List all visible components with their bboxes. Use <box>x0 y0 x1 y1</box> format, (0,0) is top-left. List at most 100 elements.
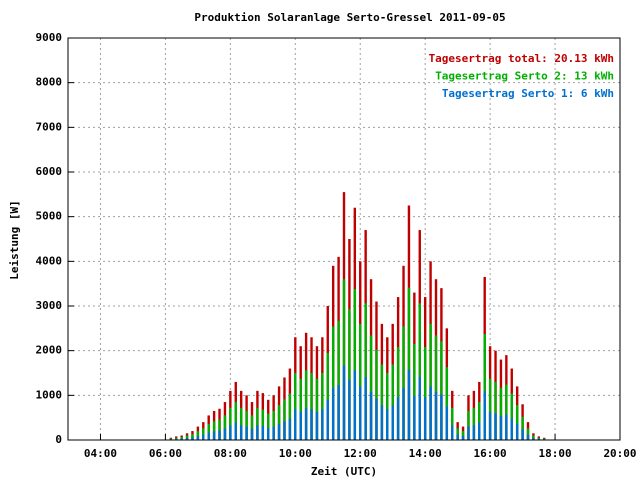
bar <box>423 397 427 440</box>
bar <box>510 418 513 440</box>
bar <box>261 425 265 440</box>
bar <box>191 437 194 440</box>
bar <box>256 425 259 440</box>
bar <box>434 391 438 440</box>
bar <box>294 409 297 440</box>
bar <box>288 393 292 440</box>
bar <box>391 364 394 440</box>
chart-title: Produktion Solaranlage Serto-Gressel 201… <box>194 11 505 24</box>
bar <box>396 397 400 440</box>
bar <box>239 407 243 440</box>
bar <box>229 425 232 440</box>
bar <box>483 334 486 440</box>
bar <box>348 309 351 440</box>
bar <box>369 391 373 440</box>
y-tick-label: 8000 <box>36 76 63 89</box>
legend-entry: Tagesertrag total: 20.13 kWh <box>429 52 614 65</box>
bar <box>315 378 319 440</box>
bar <box>418 303 421 440</box>
bar <box>304 370 308 440</box>
bar <box>180 438 183 440</box>
bar <box>331 326 335 440</box>
y-tick-label: 5000 <box>36 210 63 223</box>
bar <box>288 418 292 440</box>
bar <box>532 435 535 440</box>
bar <box>245 410 248 440</box>
bar <box>272 426 275 440</box>
bar <box>212 431 216 440</box>
bar <box>467 426 470 440</box>
bar <box>294 373 297 440</box>
x-tick-label: 12:00 <box>344 447 377 460</box>
bar <box>185 435 189 440</box>
bar <box>488 378 492 440</box>
bar <box>321 409 324 440</box>
bar <box>299 411 302 440</box>
bar <box>337 320 340 440</box>
bar <box>277 405 281 440</box>
bar <box>413 395 416 440</box>
bar <box>272 410 275 440</box>
bar <box>212 421 216 440</box>
x-tick-label: 10:00 <box>279 447 312 460</box>
bar <box>342 365 346 440</box>
bar <box>418 377 421 440</box>
bar <box>218 419 221 440</box>
bar <box>191 434 194 440</box>
bar <box>223 428 227 440</box>
bar <box>391 405 394 440</box>
bar <box>326 399 329 440</box>
bar <box>456 428 459 440</box>
bar <box>526 428 530 440</box>
bar <box>472 407 476 440</box>
bar <box>218 430 221 440</box>
bar <box>445 367 449 440</box>
bar <box>245 426 248 440</box>
bar <box>185 437 189 440</box>
bar <box>423 347 427 440</box>
bar <box>250 415 254 440</box>
bar <box>202 434 205 440</box>
y-tick-label: 1000 <box>36 388 63 401</box>
legend-entry: Tagesertrag Serto 1: 6 kWh <box>442 87 614 100</box>
bar <box>175 438 178 440</box>
y-axis-label: Leistung [W] <box>8 200 21 279</box>
legend-entry: Tagesertrag Serto 2: 13 kWh <box>435 70 614 83</box>
bar <box>505 414 508 440</box>
bar <box>429 323 432 440</box>
bar <box>326 352 329 440</box>
bar <box>375 349 378 440</box>
bar <box>283 399 286 440</box>
bar <box>380 364 384 440</box>
x-tick-label: 08:00 <box>214 447 247 460</box>
y-tick-label: 3000 <box>36 299 63 312</box>
bar <box>310 409 313 440</box>
x-tick-label: 04:00 <box>84 447 117 460</box>
bar <box>315 411 319 440</box>
bar <box>478 402 481 440</box>
bar <box>499 387 503 440</box>
bar <box>440 341 443 440</box>
bar <box>515 405 519 440</box>
bar <box>521 429 524 440</box>
bar <box>359 323 362 440</box>
x-tick-label: 18:00 <box>538 447 571 460</box>
bar <box>445 406 449 440</box>
bar <box>202 428 205 440</box>
y-tick-label: 9000 <box>36 31 63 44</box>
bar <box>440 394 443 440</box>
bar <box>223 415 227 440</box>
bar <box>207 423 210 440</box>
bar <box>261 409 265 440</box>
bar <box>472 425 476 440</box>
bar <box>239 425 243 440</box>
bar <box>510 393 513 440</box>
y-tick-label: 2000 <box>36 344 63 357</box>
bar <box>234 402 237 440</box>
x-tick-label: 06:00 <box>149 447 182 460</box>
bar <box>402 387 405 440</box>
bar <box>429 386 432 440</box>
bar <box>364 377 367 440</box>
bar <box>353 370 357 440</box>
